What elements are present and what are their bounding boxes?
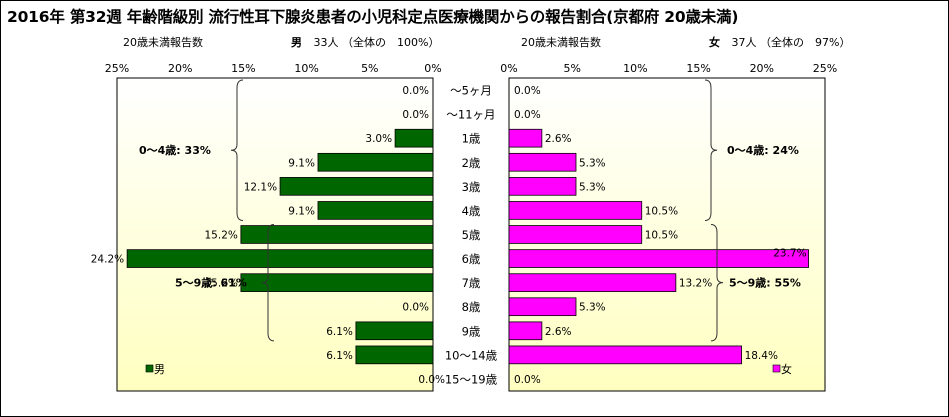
category-label: 7歳: [462, 276, 481, 290]
bar-female: [508, 249, 809, 268]
x-tick-label-female: 15%: [686, 62, 710, 75]
left-header: 20歳未満報告数: [123, 34, 203, 50]
right-header: 20歳未満報告数: [521, 34, 601, 50]
data-label-female: 18.4%: [745, 350, 778, 362]
category-label: 6歳: [462, 252, 481, 266]
right-header-share: （全体の 97%）: [760, 36, 851, 49]
x-tick-label-male: 25%: [105, 62, 129, 75]
data-label-male: 15.2%: [205, 278, 238, 290]
annotation-female-0-4: 0～4歳: 24%: [727, 143, 799, 157]
data-label-female: 0.0%: [514, 374, 541, 386]
x-tick-label-male: 10%: [294, 62, 318, 75]
data-label-female: 0.0%: [514, 109, 541, 121]
right-header-stats: 女 37人 （全体の 97%）: [709, 34, 850, 50]
bar-male: [240, 225, 434, 244]
left-header-sex: 男: [291, 36, 302, 49]
category-label: 8歳: [462, 300, 481, 314]
data-label-female: 5.3%: [579, 302, 606, 314]
data-label-female: 2.6%: [545, 133, 572, 145]
data-label-female: 5.3%: [579, 181, 606, 193]
category-label: 2歳: [462, 156, 481, 170]
chart-title: 2016年 第32週 年齢階級別 流行性耳下腺炎患者の小児科定点医療機関からの報…: [7, 8, 739, 26]
category-label: 15～19歳: [445, 372, 498, 386]
legend-swatch-female: [772, 364, 781, 373]
x-tick-label-female: 0%: [500, 62, 517, 75]
legend-swatch-male: [145, 364, 154, 373]
bar-female: [508, 321, 543, 341]
category-label: 10～14歳: [445, 348, 498, 362]
data-label-male: 15.2%: [205, 230, 238, 242]
right-header-count: 37人: [731, 36, 757, 49]
annotation-female-5-9: 5～9歳: 55%: [729, 276, 801, 290]
bar-male: [126, 249, 434, 268]
x-tick-label-male: 20%: [168, 62, 192, 75]
x-tick-label-male: 5%: [361, 62, 378, 75]
left-header-share: （全体の 100%）: [342, 36, 440, 49]
category-label: 3歳: [462, 180, 481, 194]
category-label: 1歳: [462, 132, 481, 146]
data-label-male: 6.1%: [326, 350, 353, 362]
data-label-male: 24.2%: [91, 254, 124, 266]
left-header-stats: 男 33人 （全体の 100%）: [291, 34, 439, 50]
data-label-female: 13.2%: [679, 278, 712, 290]
legend-label-female: 女: [781, 362, 792, 376]
bar-female: [508, 273, 677, 292]
data-label-female: 10.5%: [645, 205, 678, 217]
data-label-male: 0.0%: [402, 302, 429, 314]
right-header-sex: 女: [709, 36, 720, 49]
bar-female: [508, 345, 742, 365]
bar-male: [317, 152, 434, 172]
x-tick-label-female: 10%: [623, 62, 647, 75]
data-label-female: 23.7%: [773, 248, 806, 260]
category-label: 9歳: [462, 324, 481, 338]
brace-male-0-4: [230, 79, 244, 221]
category-label: 5歳: [462, 228, 481, 242]
bar-male: [240, 273, 434, 292]
data-label-male: 0.0%: [402, 109, 429, 121]
data-label-male: 3.0%: [365, 133, 392, 145]
data-label-male: 12.1%: [244, 181, 277, 193]
bar-female: [508, 152, 577, 172]
data-label-male: 0.0%: [418, 374, 445, 386]
data-label-female: 5.3%: [579, 157, 606, 169]
x-tick-label-female: 5%: [563, 62, 580, 75]
category-label: ～11ヶ月: [446, 108, 495, 122]
data-label-male: 6.1%: [326, 326, 353, 338]
data-label-female: 0.0%: [514, 85, 541, 97]
bar-female: [508, 201, 643, 220]
legend-label-male: 男: [154, 363, 165, 376]
bar-female: [508, 225, 643, 244]
bar-female: [508, 297, 577, 317]
bar-male: [317, 201, 434, 220]
bar-female: [508, 177, 577, 196]
right-header-label: 20歳未満報告数: [521, 36, 601, 49]
brace-male-5-9: [261, 223, 275, 342]
brace-female-5-9: [710, 223, 724, 342]
x-tick-label-female: 20%: [750, 62, 774, 75]
data-label-female: 10.5%: [645, 230, 678, 242]
x-tick-label-male: 15%: [231, 62, 255, 75]
data-label-male: 9.1%: [288, 205, 315, 217]
data-label-female: 2.6%: [545, 326, 572, 338]
annotation-male-5-9: 5～9歳: 61%: [175, 276, 247, 290]
bar-male: [394, 128, 434, 148]
x-tick-label-female: 25%: [813, 62, 837, 75]
annotation-male-0-4: 0～4歳: 33%: [139, 143, 211, 157]
data-label-male: 0.0%: [402, 85, 429, 97]
category-label: ～5ヶ月: [450, 84, 492, 98]
left-header-count: 33人: [313, 36, 339, 49]
category-label: 4歳: [462, 204, 481, 218]
bar-female: [508, 128, 543, 148]
data-label-male: 9.1%: [288, 157, 315, 169]
x-tick-label-male: 0%: [424, 62, 441, 75]
bar-male: [355, 345, 434, 365]
brace-female-0-4: [704, 79, 718, 221]
bar-male: [355, 321, 434, 341]
bar-male: [279, 177, 434, 196]
left-header-label: 20歳未満報告数: [123, 36, 203, 49]
